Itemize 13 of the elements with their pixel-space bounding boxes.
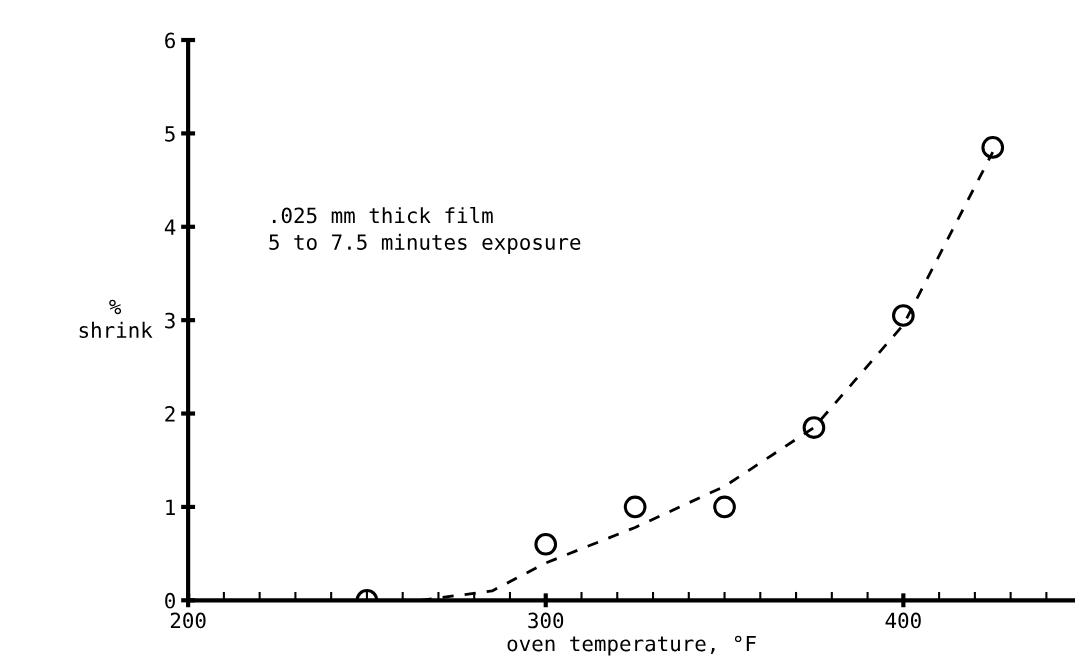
x-axis-title: oven temperature, °F: [507, 635, 756, 656]
x-tick-label: 200: [170, 612, 206, 629]
y-tick-label: 2: [165, 406, 175, 422]
y-tick-label: 4: [164, 219, 176, 235]
annotation: .025 mm thick film 5 to 7.5 minutes exposure: [269, 207, 581, 254]
y-tick-label: 1: [166, 499, 175, 515]
y-tick-label: 3: [165, 312, 175, 329]
x-tick-label: 300: [528, 612, 564, 629]
y-tick-label: 5: [165, 126, 175, 142]
x-tick-label: 400: [885, 612, 921, 629]
y-tick-label: 0: [165, 592, 175, 609]
y-axis-title: % shrink: [79, 299, 153, 338]
y-tick-label: 6: [165, 32, 175, 49]
